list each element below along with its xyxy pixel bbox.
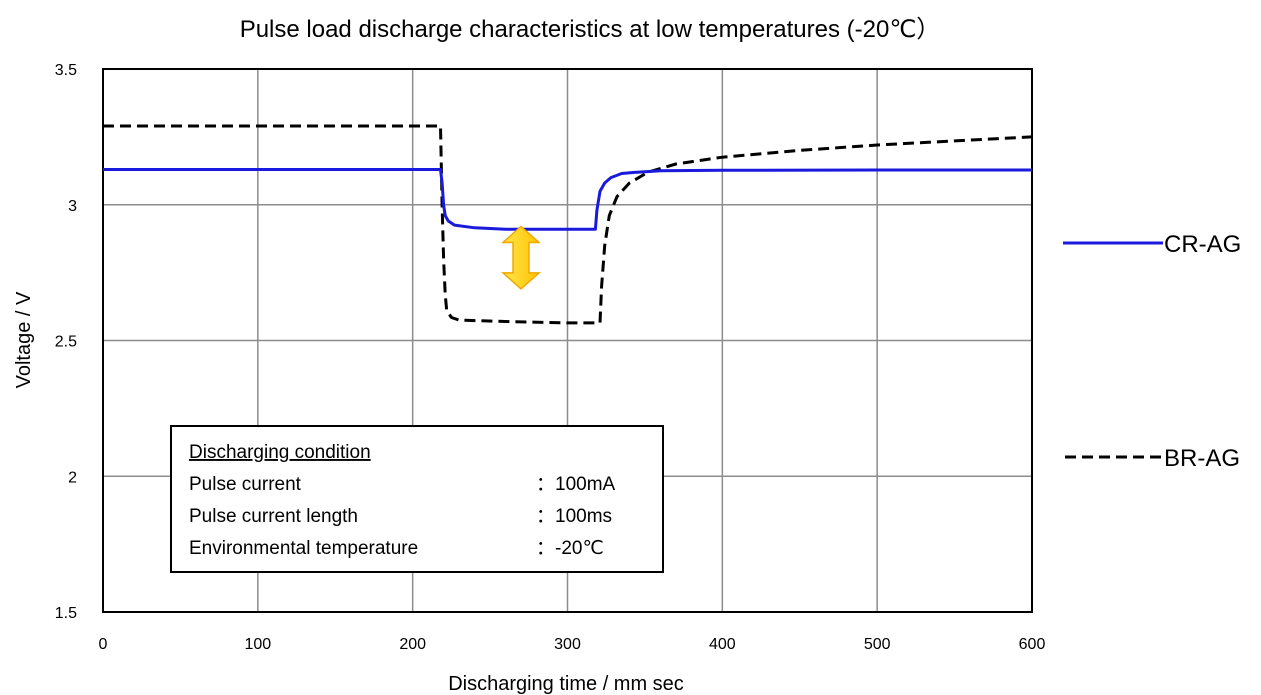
- condition-heading: Discharging condition: [189, 442, 371, 463]
- condition-value-pulse-length: ：100ms: [536, 506, 612, 527]
- x-tick-label: 100: [244, 636, 271, 653]
- x-tick-label: 500: [864, 636, 891, 653]
- chart-title: Pulse load discharge characteristics at …: [240, 16, 941, 43]
- y-tick-label: 1.5: [55, 605, 77, 622]
- x-tick-label: 600: [1019, 636, 1046, 653]
- y-tick-label: 3.5: [55, 62, 77, 79]
- x-tick-label: 300: [554, 636, 581, 653]
- y-tick-label: 2.5: [55, 334, 77, 351]
- legend-label-cr-ag: CR-AG: [1164, 231, 1241, 258]
- y-tick-label: 3: [68, 198, 77, 215]
- plot-area-frame: [102, 68, 1033, 613]
- x-axis-ticks: 0 100 200 300 400 500 600: [99, 636, 1046, 653]
- y-tick-label: 2: [68, 469, 77, 486]
- condition-value-temperature: ：-20℃: [536, 538, 604, 559]
- condition-label-pulse-current: Pulse current: [189, 474, 302, 495]
- legend-label-br-ag: BR-AG: [1164, 445, 1240, 472]
- condition-box-frame: [170, 425, 664, 573]
- voltage-drop-arrow: [501, 225, 541, 290]
- y-axis-title: Voltage / V: [13, 291, 35, 388]
- series-layer: [103, 124, 1033, 325]
- discharging-condition-box: Discharging condition Pulse current ：100…: [170, 425, 664, 573]
- x-tick-label: 200: [399, 636, 426, 653]
- x-tick-label: 400: [709, 636, 736, 653]
- series-line-cr-ag: [103, 168, 1032, 231]
- y-axis-ticks: 1.5 2 2.5 3 3.5: [55, 62, 77, 622]
- double-arrow-shape: [501, 225, 541, 290]
- condition-label-pulse-length: Pulse current length: [189, 506, 358, 527]
- x-axis-title: Discharging time / mm sec: [448, 673, 684, 695]
- condition-label-temperature: Environmental temperature: [189, 538, 418, 559]
- x-tick-label: 0: [99, 636, 108, 653]
- series-line-br-ag: [103, 124, 1033, 325]
- legend: CR-AG BR-AG: [1063, 231, 1241, 472]
- condition-value-pulse-current: ：100mA: [536, 474, 616, 495]
